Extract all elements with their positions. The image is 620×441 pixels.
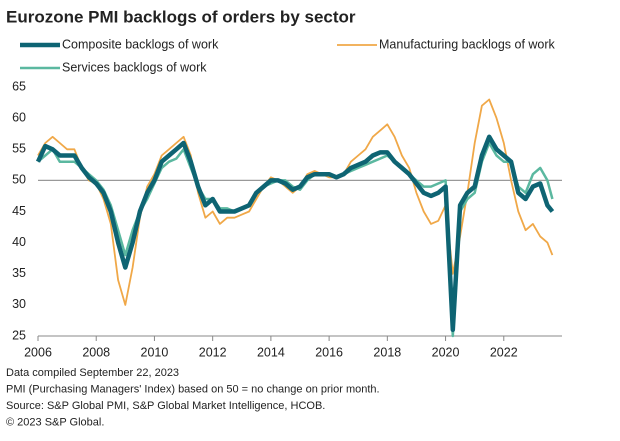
- x-tick-label: 2012: [199, 345, 227, 359]
- series-line: [35, 134, 555, 333]
- footnote: PMI (Purchasing Managers' Index) based o…: [6, 383, 380, 395]
- footnote: Source: S&P Global PMI, S&P Global Marke…: [6, 400, 325, 412]
- x-tick-label: 2010: [141, 345, 169, 359]
- y-tick-label: 65: [12, 79, 26, 93]
- legend-label: Services backlogs of work: [62, 60, 207, 74]
- footnote: Data compiled September 22, 2023: [6, 367, 179, 379]
- legend-label: Manufacturing backlogs of work: [379, 37, 556, 51]
- y-tick-label: 55: [12, 142, 26, 156]
- x-tick-label: 2018: [373, 345, 401, 359]
- x-tick-label: 2014: [257, 345, 285, 359]
- x-tick-label: 2022: [490, 345, 518, 359]
- y-tick-label: 25: [12, 328, 26, 342]
- x-tick-label: 2006: [24, 345, 52, 359]
- x-tick-label: 2020: [432, 345, 460, 359]
- y-tick-label: 30: [12, 297, 26, 311]
- legend-label: Composite backlogs of work: [62, 37, 219, 51]
- y-tick-label: 50: [12, 173, 26, 187]
- y-tick-label: 35: [12, 266, 26, 280]
- chart-title: Eurozone PMI backlogs of orders by secto…: [6, 7, 356, 26]
- series-line: [37, 98, 554, 306]
- y-tick-label: 60: [12, 110, 26, 124]
- y-tick-label: 40: [12, 235, 26, 249]
- x-tick-label: 2008: [82, 345, 110, 359]
- footnote: © 2023 S&P Global.: [6, 416, 104, 428]
- x-tick-label: 2016: [315, 345, 343, 359]
- y-tick-label: 45: [12, 204, 26, 218]
